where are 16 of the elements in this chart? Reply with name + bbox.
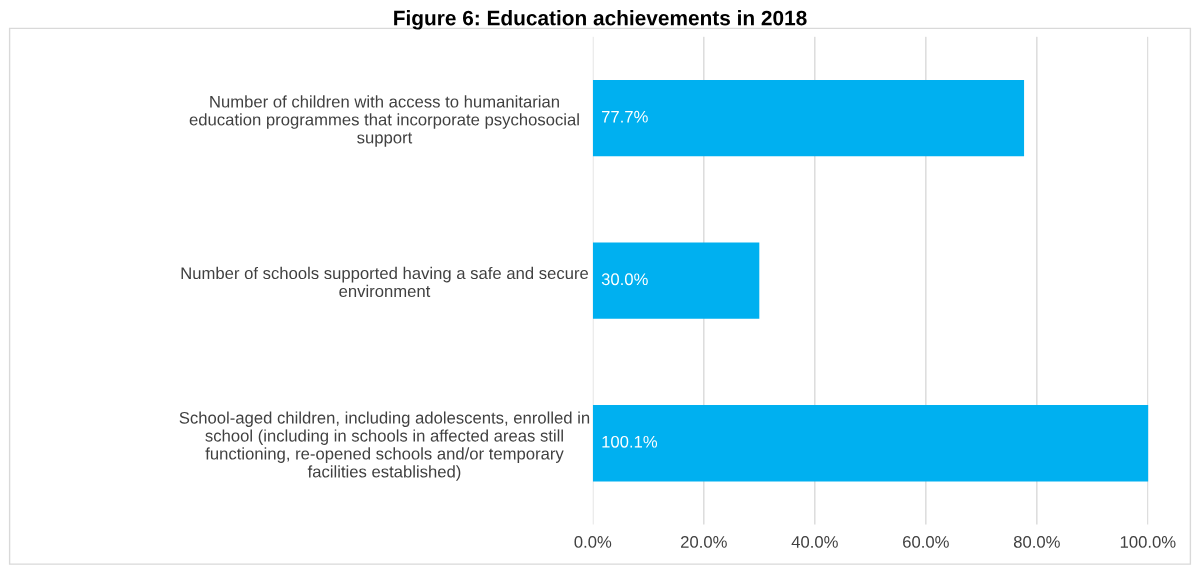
data-label: 30.0% <box>601 273 648 286</box>
data-label: 100.1% <box>602 435 658 448</box>
bar <box>592 79 1025 157</box>
x-tick-label: 100.0% <box>1120 536 1176 548</box>
x-tick-label: 20.0% <box>681 536 727 548</box>
y-tick-label: Number of schools supported having a safe and secure environment <box>181 266 589 298</box>
x-tick-label: 80.0% <box>1013 536 1060 548</box>
y-tick-label: School-aged children, including adolescents, enrolled in school (including in schools in affected areas still functioning, re-opened schools and/or temporary facilities established) <box>179 411 590 481</box>
y-tick-label: Number of children with access to humanitarian education programmes that incorporate psychosocial support <box>189 95 579 147</box>
data-label: 77.7% <box>601 110 648 123</box>
bar <box>592 242 760 319</box>
chart-title: Figure 6: Education achievements in 2018 <box>394 10 807 30</box>
x-tick-label: 40.0% <box>791 536 838 548</box>
x-tick-label: 60.0% <box>903 536 949 548</box>
bar <box>592 405 1149 482</box>
x-tick-label: 0.0% <box>574 536 612 548</box>
